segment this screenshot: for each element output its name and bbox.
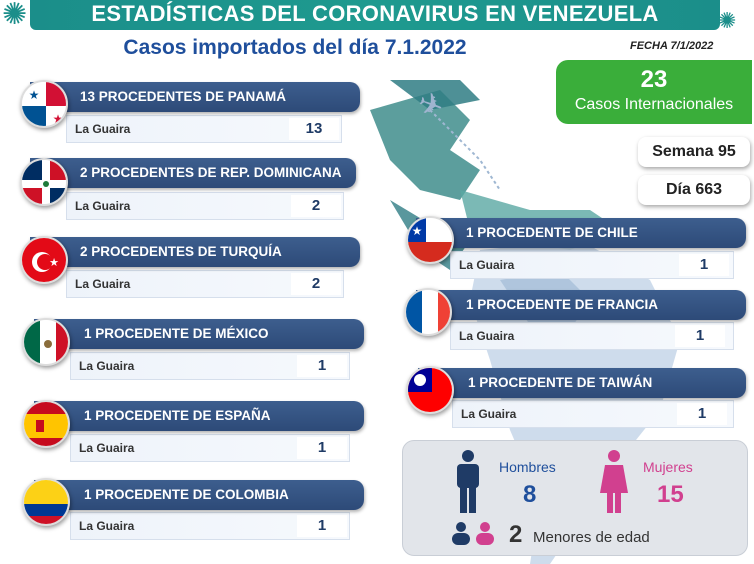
city-label: La Guaira	[461, 407, 517, 421]
card-row: La Guaira 2	[66, 270, 344, 298]
count-value: 1	[679, 254, 729, 276]
card-title: 1 PROCEDENTE DE ESPAÑA	[34, 401, 364, 431]
men-count: 8	[523, 481, 537, 508]
day-badge: Día 663	[638, 175, 750, 205]
card-row: La Guaira 1	[70, 352, 350, 380]
count-value: 2	[291, 273, 341, 295]
city-label: La Guaira	[459, 329, 515, 343]
count-value: 1	[297, 355, 347, 377]
svg-text:★: ★	[53, 112, 64, 126]
minors-count: 2	[509, 521, 523, 548]
card-row: La Guaira 1	[450, 251, 734, 279]
card-row: La Guaira 13	[66, 115, 342, 143]
chile-flag-icon: ★	[406, 216, 454, 264]
city-label: La Guaira	[79, 359, 135, 373]
gender-stats: Hombres 8 Mujeres 15 2 Menores de edad	[402, 440, 748, 556]
france-flag-icon	[404, 288, 452, 336]
mexico-flag-icon	[22, 318, 70, 366]
count-value: 13	[289, 118, 339, 140]
children-icon	[452, 522, 494, 545]
page-subtitle: Casos importados del día 7.1.2022	[123, 36, 467, 59]
count-value: 2	[291, 195, 341, 217]
card-title: 2 PROCEDENTES DE REP. DOMINICANA	[30, 158, 356, 188]
card-title: 1 PROCEDENTE DE MÉXICO	[34, 319, 364, 349]
city-label: La Guaira	[79, 441, 135, 455]
count-value: 1	[675, 325, 725, 347]
woman-icon	[600, 450, 628, 513]
women-count: 15	[657, 481, 684, 508]
week-badge: Semana 95	[638, 137, 750, 167]
card-row: La Guaira 1	[70, 512, 350, 540]
total-cases-box: 23 Casos Internacionales	[556, 60, 752, 124]
men-label: Hombres	[499, 459, 556, 475]
city-label: La Guaira	[459, 258, 515, 272]
turkey-flag-icon: ★	[20, 236, 68, 284]
count-value: 1	[297, 437, 347, 459]
card-title: 2 PROCEDENTES DE TURQUÍA	[30, 237, 360, 267]
count-value: 1	[677, 403, 727, 425]
city-label: La Guaira	[75, 277, 131, 291]
total-cases-label: Casos Internacionales	[574, 96, 734, 113]
svg-text:★: ★	[49, 257, 59, 269]
taiwan-flag-icon	[406, 366, 454, 414]
card-row: La Guaira 2	[66, 192, 344, 220]
card-row: La Guaira 1	[452, 400, 734, 428]
page-title: ESTADÍSTICAS DEL CORONAVIRUS EN VENEZUEL…	[30, 0, 720, 30]
total-cases-number: 23	[640, 66, 668, 93]
panama-flag-icon: ★ ★	[20, 80, 68, 128]
date-label: FECHA 7/1/2022	[630, 40, 714, 52]
card-row: La Guaira 1	[70, 434, 350, 462]
virus-icon: ✺	[2, 0, 28, 31]
man-icon	[457, 450, 479, 513]
city-label: La Guaira	[75, 199, 131, 213]
virus-icon: ✺	[718, 8, 737, 33]
city-label: La Guaira	[75, 122, 131, 136]
svg-text:★: ★	[29, 88, 40, 102]
spain-flag-icon	[22, 400, 70, 448]
card-title: 1 PROCEDENTE DE COLOMBIA	[34, 480, 364, 510]
card-title: 1 PROCEDENTE DE TAIWÁN	[418, 368, 746, 398]
dominican-flag-icon	[20, 158, 68, 206]
svg-text:★: ★	[412, 224, 423, 238]
card-row: La Guaira 1	[450, 322, 734, 350]
count-value: 1	[297, 515, 347, 537]
card-title: 13 PROCEDENTES DE PANAMÁ	[30, 82, 360, 112]
card-title: 1 PROCEDENTE DE CHILE	[416, 218, 746, 248]
colombia-flag-icon	[22, 478, 70, 526]
card-title: 1 PROCEDENTE DE FRANCIA	[416, 290, 746, 320]
women-label: Mujeres	[643, 459, 693, 475]
minors-label: Menores de edad	[533, 529, 650, 546]
city-label: La Guaira	[79, 519, 135, 533]
